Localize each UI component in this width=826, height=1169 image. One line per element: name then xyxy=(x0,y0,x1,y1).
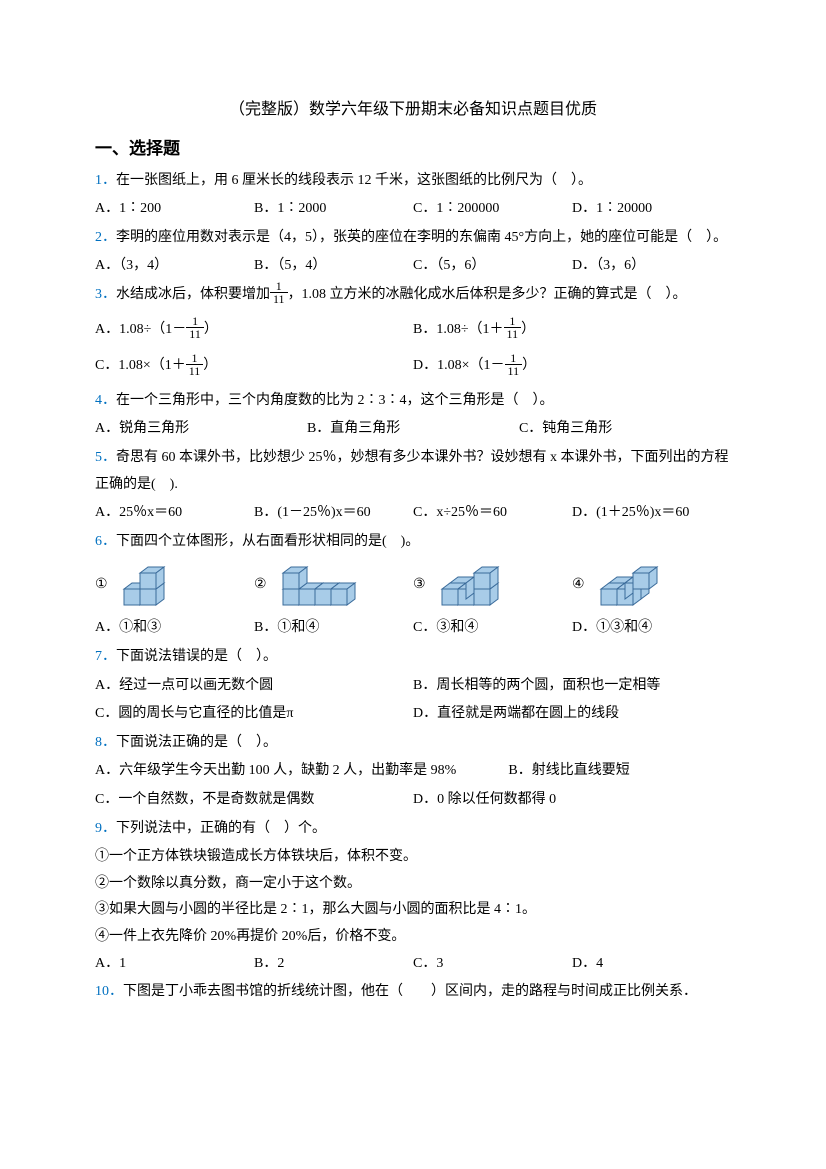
q8-opt-d: D．0 除以任何数都得 0 xyxy=(413,787,731,814)
cube-group-4: ④ xyxy=(572,561,731,609)
section-header: 一、选择题 xyxy=(95,133,731,165)
cube-figures-row: ① ② ③ xyxy=(95,561,731,609)
q1-options: A．1∶200 B．1∶2000 C．1∶200000 D．1∶20000 xyxy=(95,196,731,223)
q3-opt-b: B．1.08÷（1＋111） xyxy=(413,317,731,344)
q3-opt-d: D．1.08×（1－111） xyxy=(413,353,731,380)
q5-text: 奇思有 60 本课外书，比妙想少 25％，妙想有多少本课外书？设妙想有 x 本课… xyxy=(95,450,729,492)
q7-options-row1: A．经过一点可以画无数个圆 B．周长相等的两个圆，面积也一定相等 xyxy=(95,673,731,700)
q2-opt-b: B．（5，4） xyxy=(254,253,413,280)
q2-opt-c: C．（5，6） xyxy=(413,253,572,280)
q9-statement-1: ①一个正方体铁块锻造成长方体铁块后，体积不变。 xyxy=(95,844,731,871)
q3-options-row1: A．1.08÷（1－111） B．1.08÷（1＋111） xyxy=(95,317,731,344)
q9-num: 9． xyxy=(95,821,116,836)
q9-statement-3: ③如果大圆与小圆的半径比是 2∶1，那么大圆与小圆的面积比是 4∶1。 xyxy=(95,897,731,924)
q4-opt-b: B．直角三角形 xyxy=(307,416,519,443)
q5-opt-b: B．(1－25％)x＝60 xyxy=(254,500,413,527)
q6-opt-c: C．③和④ xyxy=(413,615,572,642)
q2-text: 李明的座位用数对表示是（4，5），张英的座位在李明的东偏南 45°方向上，她的座… xyxy=(116,230,727,245)
cube-figure-4-icon xyxy=(593,561,673,609)
q3-opt-a: A．1.08÷（1－111） xyxy=(95,317,413,344)
q1-opt-d: D．1∶20000 xyxy=(572,196,731,223)
q9-statement-4: ④一件上衣先降价 20%再提价 20%后，价格不变。 xyxy=(95,924,731,951)
q7-opt-d: D．直径就是两端都在圆上的线段 xyxy=(413,701,731,728)
question-3: 3．水结成冰后，体积要增加111，1.08 立方米的冰融化成水后体积是多少？正确… xyxy=(95,282,731,309)
q6-opt-b: B．①和④ xyxy=(254,615,413,642)
cube-figure-3-icon xyxy=(434,561,524,609)
q5-opt-a: A．25％x＝60 xyxy=(95,500,254,527)
q3-text2: ，1.08 立方米的冰融化成水后体积是多少？正确的算式是（ ）。 xyxy=(288,287,687,302)
q3-text1: 水结成冰后，体积要增加 xyxy=(116,287,270,302)
question-9: 9．下列说法中，正确的有（ ）个。 xyxy=(95,816,731,843)
q3-frac: 111 xyxy=(270,280,288,305)
q8-options-row2: C．一个自然数，不是奇数就是偶数 D．0 除以任何数都得 0 xyxy=(95,787,731,814)
q8-opt-a: A．六年级学生今天出勤 100 人，缺勤 2 人，出勤率是 98% xyxy=(95,758,508,785)
q9-text: 下列说法中，正确的有（ ）个。 xyxy=(116,821,326,836)
q9-statement-2: ②一个数除以真分数，商一定小于这个数。 xyxy=(95,871,731,898)
q8-opt-c: C．一个自然数，不是奇数就是偶数 xyxy=(95,787,413,814)
q7-options-row2: C．圆的周长与它直径的比值是π D．直径就是两端都在圆上的线段 xyxy=(95,701,731,728)
question-1: 1．在一张图纸上，用 6 厘米长的线段表示 12 千米，这张图纸的比例尺为（ ）… xyxy=(95,168,731,195)
cube-group-2: ② xyxy=(254,561,413,609)
q1-opt-b: B．1∶2000 xyxy=(254,196,413,223)
question-7: 7．下面说法错误的是（ ）。 xyxy=(95,644,731,671)
q9-opt-b: B．2 xyxy=(254,951,413,978)
q5-opt-d: D．(1＋25％)x＝60 xyxy=(572,500,731,527)
cube-label-2: ② xyxy=(254,572,267,599)
q8-opt-b: B．射线比直线要短 xyxy=(508,758,731,785)
question-10: 10．下图是丁小乖去图书馆的折线统计图，他在（ ）区间内，走的路程与时间成正比例… xyxy=(95,979,731,1006)
q1-text: 在一张图纸上，用 6 厘米长的线段表示 12 千米，这张图纸的比例尺为（ ）。 xyxy=(116,173,592,188)
q8-options-row1: A．六年级学生今天出勤 100 人，缺勤 2 人，出勤率是 98% B．射线比直… xyxy=(95,758,731,785)
q1-opt-c: C．1∶200000 xyxy=(413,196,572,223)
q2-opt-d: D．（3，6） xyxy=(572,253,731,280)
q7-opt-a: A．经过一点可以画无数个圆 xyxy=(95,673,413,700)
q6-opt-a: A．①和③ xyxy=(95,615,254,642)
cube-figure-1-icon xyxy=(116,561,186,609)
question-2: 2．李明的座位用数对表示是（4，5），张英的座位在李明的东偏南 45°方向上，她… xyxy=(95,225,731,252)
question-8: 8．下面说法正确的是（ ）。 xyxy=(95,730,731,757)
q3-options-row2: C．1.08×（1＋111） D．1.08×（1－111） xyxy=(95,353,731,380)
q6-options: A．①和③ B．①和④ C．③和④ D．①③和④ xyxy=(95,615,731,642)
cube-label-1: ① xyxy=(95,572,108,599)
question-5: 5．奇思有 60 本课外书，比妙想少 25％，妙想有多少本课外书？设妙想有 x … xyxy=(95,445,731,498)
document-title: （完整版）数学六年级下册期末必备知识点题目优质 xyxy=(95,95,731,125)
q7-text: 下面说法错误的是（ ）。 xyxy=(116,649,277,664)
cube-label-4: ④ xyxy=(572,572,585,599)
q2-options: A．（3，4） B．（5，4） C．（5，6） D．（3，6） xyxy=(95,253,731,280)
q9-opt-d: D．4 xyxy=(572,951,731,978)
q5-options: A．25％x＝60 B．(1－25％)x＝60 C．x÷25％＝60 D．(1＋… xyxy=(95,500,731,527)
question-4: 4．在一个三角形中，三个内角度数的比为 2∶3∶4，这个三角形是（ ）。 xyxy=(95,388,731,415)
q3-num: 3． xyxy=(95,287,116,302)
q6-num: 6． xyxy=(95,534,116,549)
cube-label-3: ③ xyxy=(413,572,426,599)
q2-opt-a: A．（3，4） xyxy=(95,253,254,280)
q10-num: 10． xyxy=(95,984,123,999)
q2-num: 2． xyxy=(95,230,116,245)
q4-text: 在一个三角形中，三个内角度数的比为 2∶3∶4，这个三角形是（ ）。 xyxy=(116,393,554,408)
q6-opt-d: D．①③和④ xyxy=(572,615,731,642)
q8-text: 下面说法正确的是（ ）。 xyxy=(116,735,277,750)
q7-opt-c: C．圆的周长与它直径的比值是π xyxy=(95,701,413,728)
q4-num: 4． xyxy=(95,393,116,408)
question-6: 6．下面四个立体图形，从右面看形状相同的是( )。 xyxy=(95,529,731,556)
q10-text: 下图是丁小乖去图书馆的折线统计图，他在（ ）区间内，走的路程与时间成正比例关系． xyxy=(123,984,697,999)
q9-opt-a: A．1 xyxy=(95,951,254,978)
q9-options: A．1 B．2 C．3 D．4 xyxy=(95,951,731,978)
q4-opt-c: C．钝角三角形 xyxy=(519,416,731,443)
q7-opt-b: B．周长相等的两个圆，面积也一定相等 xyxy=(413,673,731,700)
q8-num: 8． xyxy=(95,735,116,750)
cube-group-1: ① xyxy=(95,561,254,609)
q1-num: 1． xyxy=(95,173,116,188)
cube-group-3: ③ xyxy=(413,561,572,609)
q3-opt-c: C．1.08×（1＋111） xyxy=(95,353,413,380)
cube-figure-2-icon xyxy=(275,561,375,609)
q6-text: 下面四个立体图形，从右面看形状相同的是( )。 xyxy=(116,534,419,549)
q4-options: A．锐角三角形 B．直角三角形 C．钝角三角形 xyxy=(95,416,731,443)
q7-num: 7． xyxy=(95,649,116,664)
q4-opt-a: A．锐角三角形 xyxy=(95,416,307,443)
q9-opt-c: C．3 xyxy=(413,951,572,978)
q5-num: 5． xyxy=(95,450,116,465)
q5-opt-c: C．x÷25％＝60 xyxy=(413,500,572,527)
q1-opt-a: A．1∶200 xyxy=(95,196,254,223)
